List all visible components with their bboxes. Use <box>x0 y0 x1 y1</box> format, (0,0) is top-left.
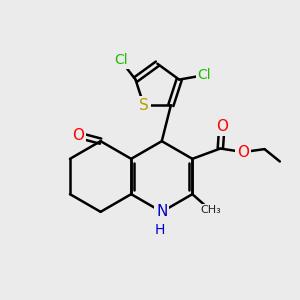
Text: Cl: Cl <box>114 53 128 68</box>
Text: Cl: Cl <box>197 68 211 82</box>
Text: S: S <box>139 98 149 113</box>
Text: N: N <box>156 204 167 219</box>
Text: O: O <box>237 145 249 160</box>
Text: O: O <box>216 119 228 134</box>
Text: O: O <box>73 128 85 143</box>
Text: H: H <box>155 223 166 237</box>
Text: CH₃: CH₃ <box>200 206 221 215</box>
